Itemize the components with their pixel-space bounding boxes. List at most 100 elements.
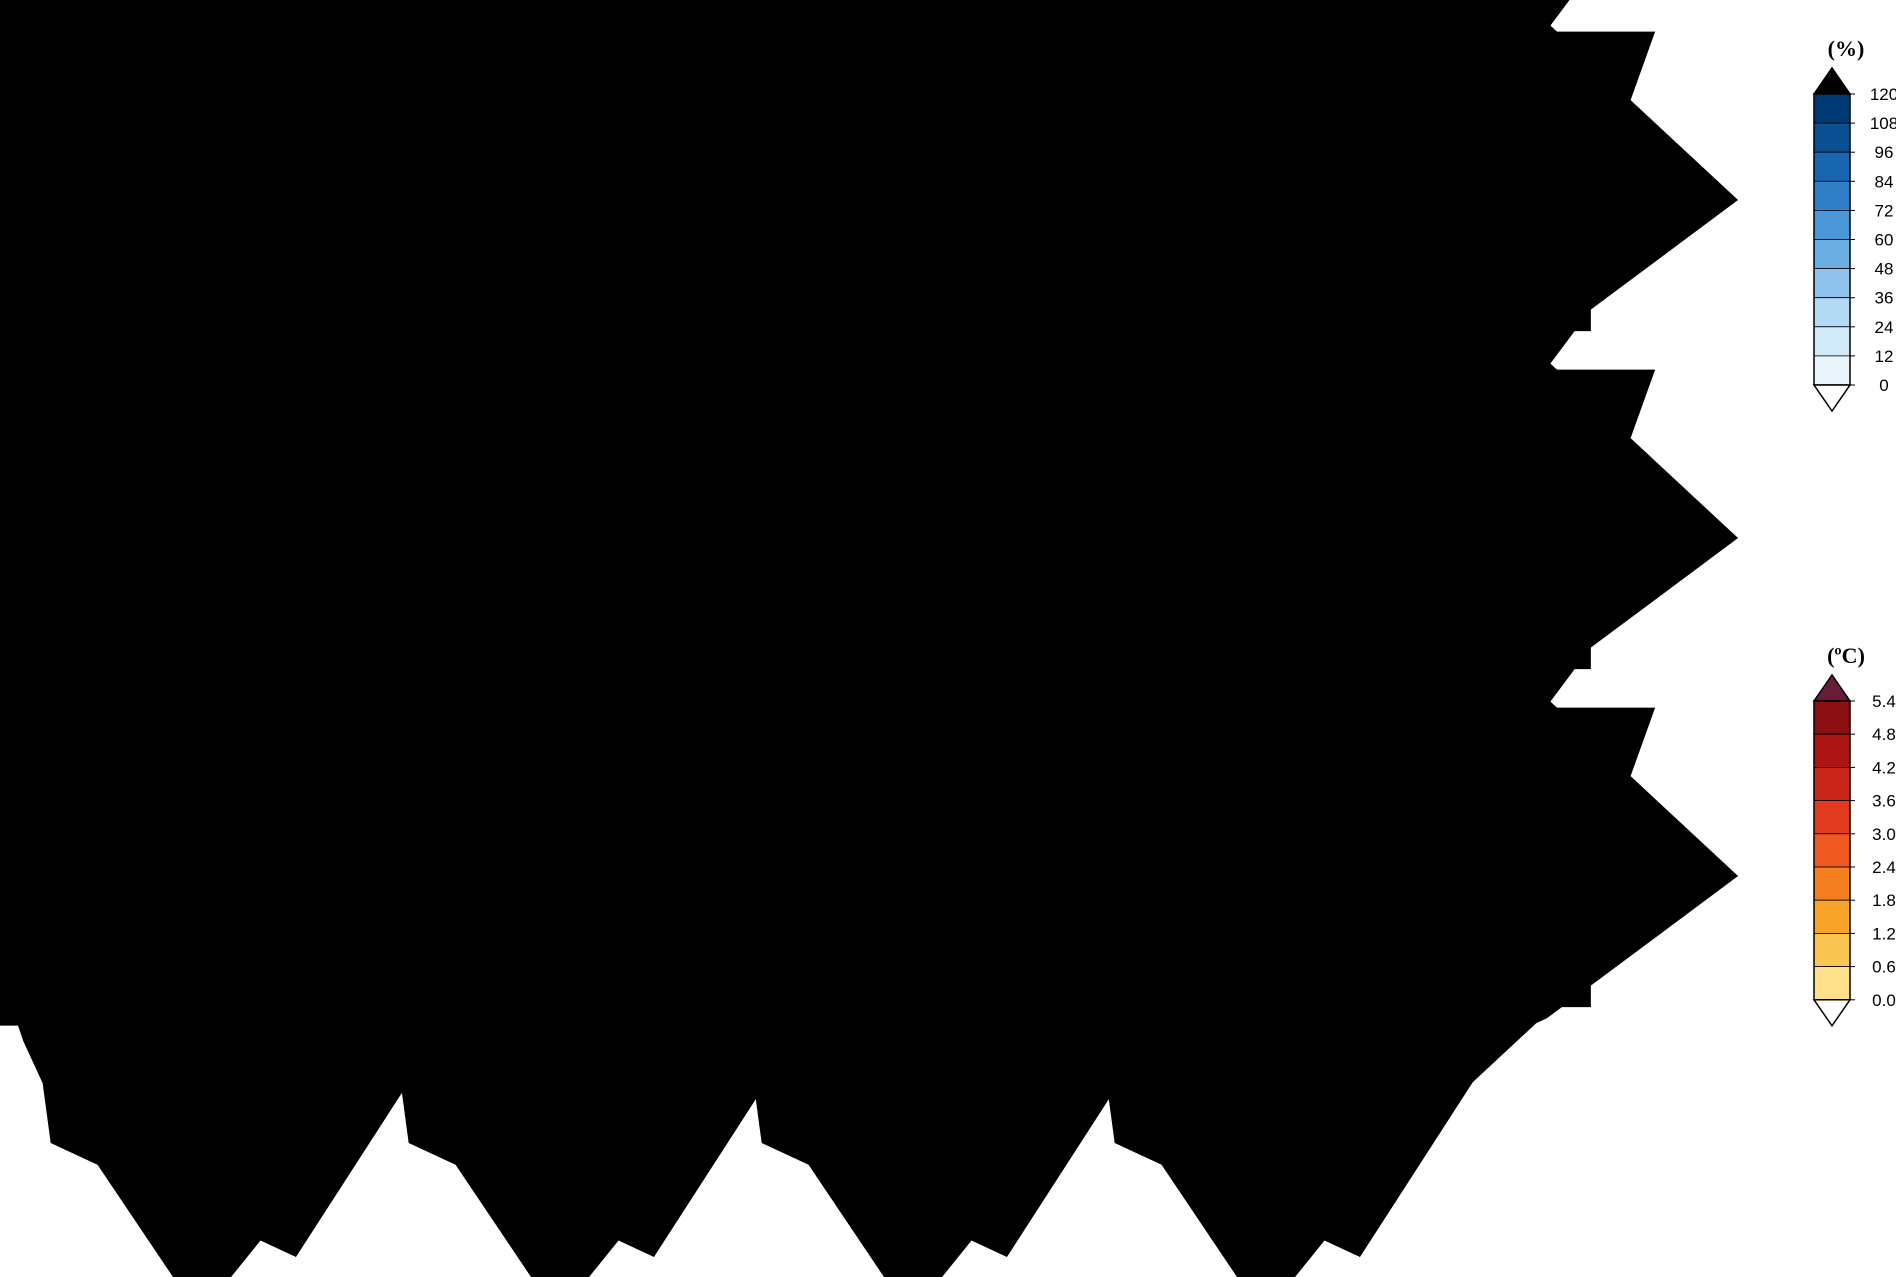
island	[1429, 1014, 1434, 1024]
island	[1426, 1002, 1431, 1011]
column-title: ssp585	[1262, 6, 1341, 37]
colorbar-segment	[1813, 122, 1851, 153]
islands	[1247, 961, 1436, 1034]
column-title: ssp245	[556, 6, 635, 37]
colorbar-segment	[1813, 268, 1851, 299]
colorbar-label: 0.6	[1872, 958, 1896, 977]
row-title: Max. temperature (°C)	[2, 425, 28, 660]
lon-tick-label: 90˚	[1386, 1049, 1411, 1068]
lon-tick-label: 85˚	[278, 1049, 303, 1068]
island	[1249, 983, 1252, 986]
lon-tick-label: 75˚	[191, 1049, 216, 1068]
lat-tick-label: 35˚	[37, 67, 62, 86]
lat-tick-label: 20˚	[37, 548, 62, 567]
island	[546, 1002, 549, 1005]
lon-tick-label: 95˚	[366, 1049, 391, 1068]
colorbar-label: 12	[1875, 347, 1894, 366]
lon-tick-label: 95˚	[1430, 1049, 1455, 1068]
island	[545, 989, 548, 992]
colorbar-label: 96	[1875, 143, 1894, 162]
colorbar-label: 1.8	[1872, 891, 1896, 910]
lat-tick-label: 35˚	[37, 743, 62, 762]
colorbar-label: 48	[1875, 260, 1894, 279]
lon-tick-label: 70˚	[147, 1049, 172, 1068]
lon-tick-label: 65˚	[103, 1049, 128, 1068]
lat-tick-label: 30˚	[37, 452, 62, 471]
lon-tick-label: 65˚	[814, 1049, 839, 1068]
island	[190, 986, 193, 989]
colorbar-label: 0	[1879, 376, 1888, 395]
column-title: ssp126	[198, 6, 277, 37]
island	[187, 989, 190, 992]
colorbar-segment	[1813, 209, 1851, 240]
lon-tick-label: 90˚	[680, 1049, 705, 1068]
island	[899, 1002, 902, 1005]
island	[1254, 986, 1257, 989]
panel-letter: (h)	[1437, 394, 1458, 413]
lon-tick-label: 85˚	[1342, 1049, 1367, 1068]
lat-tick-label: 25˚	[37, 162, 62, 181]
island	[543, 983, 546, 986]
island	[185, 983, 188, 986]
colorbar-label: 60	[1875, 231, 1894, 250]
lon-tick-label: 90˚	[322, 1049, 347, 1068]
colorbar-segment	[1813, 966, 1851, 1001]
lat-tick-label: 35˚	[37, 405, 62, 424]
colorbar-label: 120	[1870, 85, 1896, 104]
lon-tick-label: 70˚	[505, 1049, 530, 1068]
colorbar-unit: (ºC)	[1827, 643, 1865, 668]
lat-tick-label: 30˚	[37, 114, 62, 133]
lat-tick-label: 20˚	[37, 210, 62, 229]
colorbar-segment	[1813, 180, 1851, 211]
lon-tick-label: 75˚	[902, 1049, 927, 1068]
lon-tick-label: 80˚	[234, 1049, 259, 1068]
colorbar-segment	[1813, 151, 1851, 182]
colorbar-label: 3.0	[1872, 825, 1896, 844]
island	[1425, 992, 1430, 1002]
island	[896, 983, 899, 986]
colorbar-segment	[1813, 899, 1851, 934]
island	[1431, 1024, 1436, 1034]
colorbar-segment	[1813, 933, 1851, 968]
lat-tick-label: 25˚	[37, 838, 62, 857]
lat-tick-label: 30˚	[37, 790, 62, 809]
island	[183, 977, 186, 980]
colorbar-label: 5.4	[1872, 692, 1896, 711]
lon-tick-label: 85˚	[636, 1049, 661, 1068]
colorbar-label: 84	[1875, 172, 1894, 191]
colorbar-segment	[1813, 297, 1851, 328]
lon-tick-label: 80˚	[945, 1049, 970, 1068]
colorbar-segment	[1813, 733, 1851, 768]
colorbar-over-triangle	[1812, 673, 1852, 702]
panel-mean-value: m= 47.39	[1335, 104, 1401, 123]
lat-tick-label: 25˚	[37, 500, 62, 519]
island	[1251, 989, 1254, 992]
lon-tick-label: 70˚	[1211, 1049, 1236, 1068]
island	[541, 977, 544, 980]
lon-tick-label: 85˚	[989, 1049, 1014, 1068]
island	[901, 986, 904, 989]
panel-frame	[1134, 721, 1470, 1040]
colorbar-segment	[1813, 833, 1851, 868]
colorbar-label: 108	[1870, 114, 1896, 133]
colorbar-temperature: (ºC) 5.4 4.8 4.2 3.6 3.0 2.4 1.8 1.2 0.6 0.0	[1812, 643, 1896, 1028]
island	[548, 986, 551, 989]
lat-tick-label: 20˚	[37, 886, 62, 905]
island	[188, 1002, 191, 1005]
island	[1247, 977, 1250, 980]
colorbar-unit: (%)	[1828, 36, 1865, 61]
lon-tick-label: 75˚	[1255, 1049, 1280, 1068]
colorbar-label: 2.4	[1872, 858, 1896, 877]
lat-tick-label: 15˚	[37, 934, 62, 953]
panel-letter: (d)	[1437, 56, 1458, 75]
colorbar-segment	[1813, 355, 1851, 386]
island	[898, 989, 901, 992]
colorbar-segment	[1813, 866, 1851, 901]
lon-tick-label: 70˚	[858, 1049, 883, 1068]
island	[1422, 961, 1427, 971]
row-title: Min. temperature (°C)	[2, 765, 28, 996]
lon-tick-label: 90˚	[1033, 1049, 1058, 1068]
colorbar-label: 1.2	[1872, 924, 1896, 943]
